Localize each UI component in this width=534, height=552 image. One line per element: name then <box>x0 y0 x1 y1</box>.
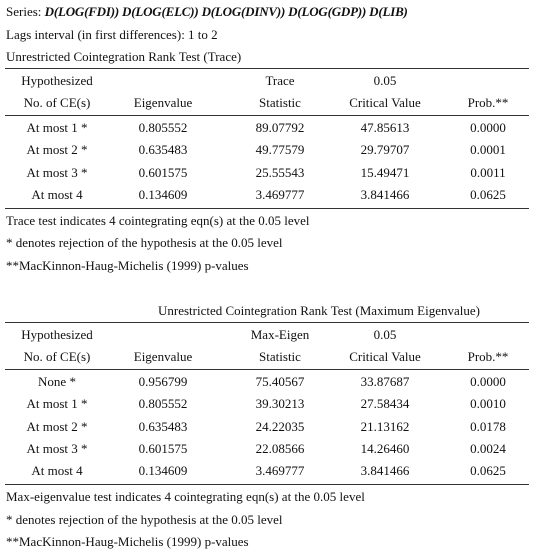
table-rule <box>5 115 529 116</box>
table-cell: At most 2 * <box>26 142 88 158</box>
table-cell: 75.40567 <box>255 374 305 389</box>
column-header: No. of CE(s) <box>23 95 91 110</box>
column-header: Prob.** <box>467 349 509 364</box>
table-rule <box>5 68 529 69</box>
column-header: 0.05 <box>373 73 397 88</box>
column-header: Critical Value <box>349 349 421 364</box>
table-cell: 0.0001 <box>470 142 506 158</box>
table-note: * denotes rejection of the hypothesis at… <box>6 235 283 251</box>
column-header: Eigenvalue <box>133 349 193 364</box>
column-header: No. of CE(s) <box>23 349 91 364</box>
table-cell: 0.805552 <box>138 120 188 135</box>
table-cell: At most 1 * <box>26 120 88 135</box>
table-cell: At most 4 <box>31 463 83 479</box>
table-cell: 0.134609 <box>138 463 188 479</box>
table-cell: 47.85613 <box>360 120 410 135</box>
table-cell: 24.22035 <box>255 418 305 434</box>
series-label: Series: <box>6 4 42 19</box>
table-cell: 0.0024 <box>470 440 506 456</box>
table-cell: 0.0011 <box>470 164 506 180</box>
table-cell: 0.0625 <box>470 186 506 202</box>
table-rule <box>5 484 529 485</box>
table-cell: 3.469777 <box>255 463 305 479</box>
column-header: Hypothesized <box>21 327 93 342</box>
column-header: Max-Eigen <box>250 327 310 342</box>
table-cell: At most 3 * <box>26 164 88 180</box>
table-cell: 89.07792 <box>255 120 305 135</box>
table-cell: 25.55543 <box>255 164 305 180</box>
table-cell: 0.0000 <box>470 374 506 389</box>
column-header: Trace <box>265 73 295 88</box>
table-cell: 22.08566 <box>255 440 305 456</box>
table-cell: 0.0000 <box>470 120 506 135</box>
table-cell: 21.13162 <box>360 418 410 434</box>
table-cell: 0.805552 <box>138 396 188 412</box>
table-note: **MacKinnon-Haug-Michelis (1999) p-value… <box>6 258 249 274</box>
table-title: Unrestricted Cointegration Rank Test (Ma… <box>158 303 480 318</box>
column-header: Hypothesized <box>21 73 93 88</box>
table-cell: 14.26460 <box>360 440 410 456</box>
column-header: Eigenvalue <box>133 95 193 110</box>
column-header: 0.05 <box>373 327 397 342</box>
table-cell: 3.469777 <box>255 186 305 202</box>
table-cell: 3.841466 <box>360 463 410 479</box>
table-cell: 0.0178 <box>470 418 506 434</box>
series-text: D(LOG(FDI)) D(LOG(ELC)) D(LOG(DINV)) D(L… <box>44 4 408 19</box>
table-note: Trace test indicates 4 cointegrating eqn… <box>6 212 310 228</box>
table-cell: 3.841466 <box>360 186 410 202</box>
table-title: Unrestricted Cointegration Rank Test (Tr… <box>6 49 242 64</box>
table-rule <box>5 322 529 323</box>
column-header: Prob.** <box>467 95 509 110</box>
table-note: Max-eigenvalue test indicates 4 cointegr… <box>6 489 365 504</box>
table-note: * denotes rejection of the hypothesis at… <box>6 511 283 527</box>
table-cell: 0.635483 <box>138 142 188 158</box>
table-cell: None * <box>38 374 76 389</box>
table-cell: 0.601575 <box>138 440 188 456</box>
table-note: **MacKinnon-Haug-Michelis (1999) p-value… <box>6 534 249 550</box>
table-cell: 33.87687 <box>360 374 410 389</box>
table-cell: At most 3 * <box>26 440 88 456</box>
table-cell: 15.49471 <box>360 164 410 180</box>
table-cell: At most 1 * <box>26 396 88 412</box>
table-cell: At most 2 * <box>26 418 88 434</box>
table-rule <box>5 207 529 209</box>
table-cell: 0.635483 <box>138 418 188 434</box>
table-cell: 0.0010 <box>470 396 506 412</box>
table-rule <box>5 369 529 370</box>
table-cell: 27.58434 <box>360 396 410 412</box>
table-cell: 0.956799 <box>138 374 188 389</box>
table-cell: 49.77579 <box>255 142 305 158</box>
table-cell: 0.134609 <box>138 186 188 202</box>
series-line: Series: D(LOG(FDI)) D(LOG(ELC)) D(LOG(DI… <box>6 4 408 20</box>
column-header: Critical Value <box>349 95 421 110</box>
table-cell: 39.30213 <box>255 396 305 412</box>
table-cell: At most 4 <box>31 186 83 202</box>
column-header: Statistic <box>259 349 301 364</box>
table-cell: 29.79707 <box>360 142 410 158</box>
lags-line: Lags interval (in first differences): 1 … <box>6 27 218 42</box>
column-header: Statistic <box>259 95 301 110</box>
table-cell: 0.0625 <box>470 463 506 479</box>
table-cell: 0.601575 <box>138 164 188 180</box>
